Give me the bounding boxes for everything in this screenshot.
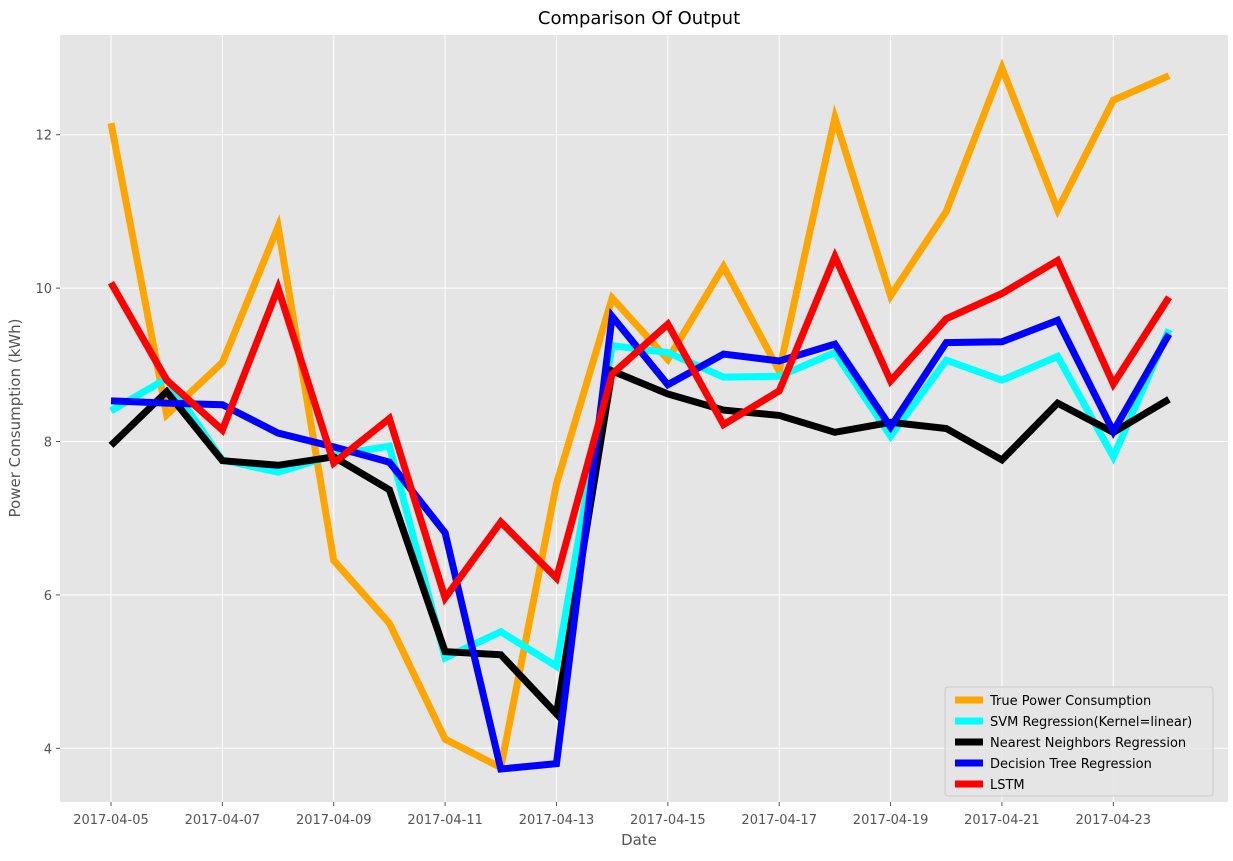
- y-tick-label: 8: [44, 436, 52, 451]
- legend: True Power Consumption SVM Regression(Ker…: [944, 686, 1214, 797]
- y-axis-label: Power Consumption (kWh): [6, 319, 24, 518]
- x-tick-label: 2017-04-05: [73, 813, 149, 828]
- y-tick-label: 6: [44, 589, 52, 604]
- x-tick-label: 2017-04-07: [185, 813, 261, 828]
- x-tick-label: 2017-04-23: [1076, 813, 1152, 828]
- x-tick-label: 2017-04-19: [853, 813, 929, 828]
- y-tick-label: 10: [35, 282, 52, 297]
- y-tick-label: 12: [35, 129, 52, 144]
- x-tick-label: 2017-04-11: [407, 813, 483, 828]
- legend-label: Decision Tree Regression: [990, 757, 1152, 772]
- series-line-true-power-consumption: [107, 58, 1171, 773]
- series-lines: [107, 58, 1173, 773]
- legend-box: [944, 686, 1214, 797]
- legend-label: LSTM: [990, 778, 1025, 793]
- legend-label: Nearest Neighbors Regression: [990, 736, 1186, 751]
- y-tick-label: 4: [44, 742, 52, 757]
- series-line-nearest-neighbors-regression: [108, 366, 1171, 722]
- x-tick-label: 2017-04-13: [519, 813, 595, 828]
- x-tick-label: 2017-04-15: [630, 813, 706, 828]
- x-tick-label: 2017-04-09: [296, 813, 372, 828]
- x-tick-label: 2017-04-17: [741, 813, 817, 828]
- legend-label: True Power Consumption: [989, 694, 1151, 709]
- chart-title: Comparison Of Output: [538, 8, 740, 29]
- legend-label: SVM Regression(Kernel=linear): [990, 715, 1192, 730]
- x-tick-label: 2017-04-21: [964, 813, 1040, 828]
- grid-lines: [60, 35, 1228, 802]
- series-line-lstm: [107, 247, 1172, 606]
- x-axis-label: Date: [621, 831, 657, 849]
- tick-labels: 4 6 8 10 12 2017-04-05 2017-04-07 2017-04-09 201…: [35, 129, 1151, 828]
